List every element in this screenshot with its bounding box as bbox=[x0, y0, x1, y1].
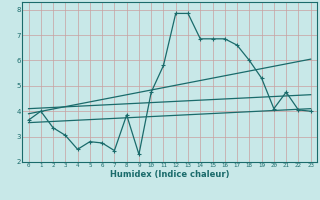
X-axis label: Humidex (Indice chaleur): Humidex (Indice chaleur) bbox=[110, 170, 229, 179]
